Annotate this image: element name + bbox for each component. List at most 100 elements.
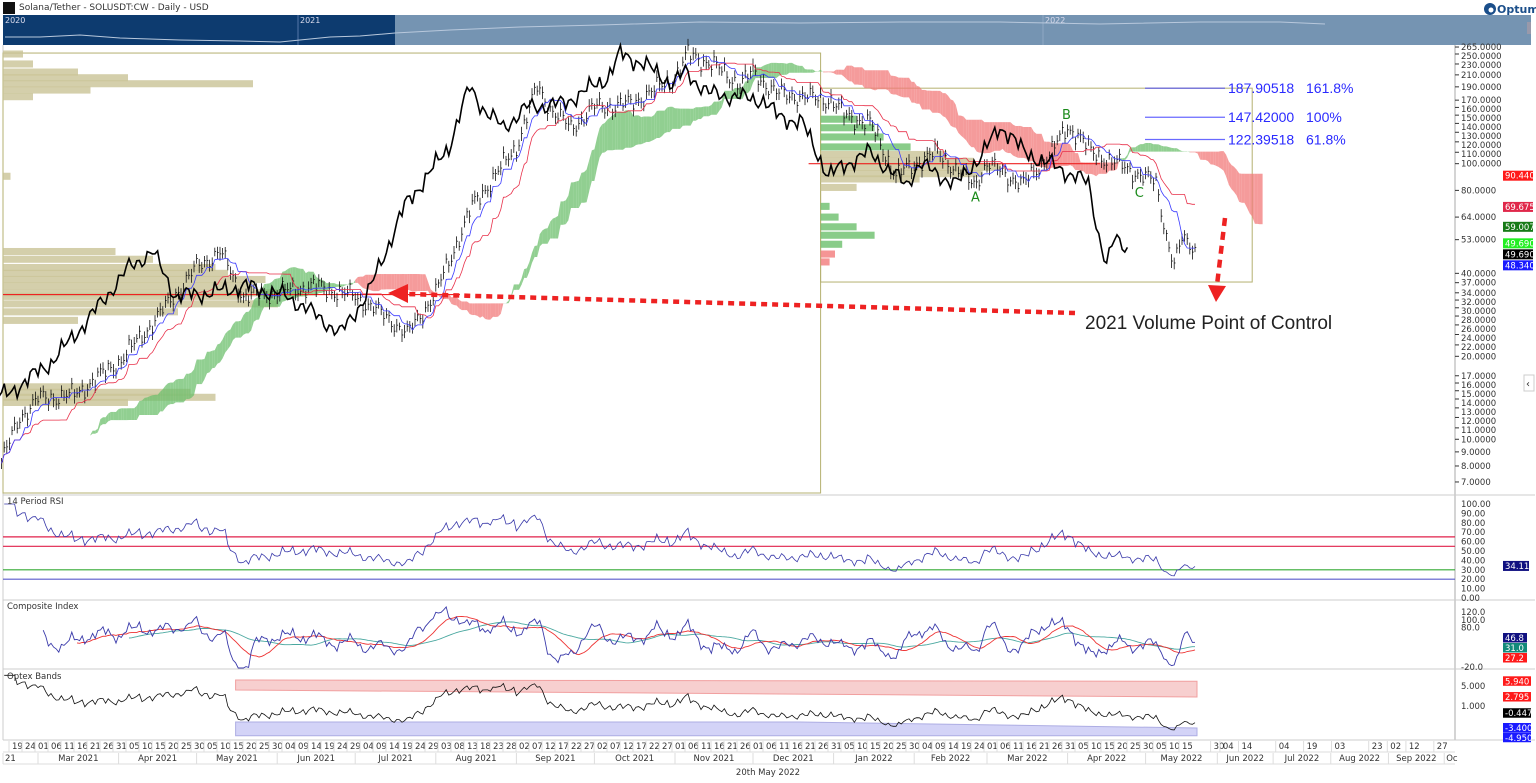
ichimoku-cloud-segment bbox=[649, 116, 652, 142]
date-tick-label: 27 bbox=[662, 742, 673, 752]
ichimoku-cloud-segment bbox=[550, 218, 553, 239]
ichimoku-cloud-segment bbox=[355, 276, 358, 283]
time-navigator[interactable]: 2020 2021 2022 bbox=[3, 15, 1531, 45]
price-panel[interactable]: 187.90518 161.8% 147.42000 100% 122.39518 61.… bbox=[0, 38, 1353, 494]
ichimoku-cloud-segment bbox=[911, 81, 915, 103]
date-tick-label: 04 bbox=[363, 742, 374, 752]
ichimoku-cloud-segment bbox=[344, 284, 348, 286]
date-tick-label: 21 bbox=[727, 742, 738, 752]
volume-profile-bar bbox=[3, 60, 33, 68]
ichimoku-cloud-segment bbox=[636, 115, 639, 145]
optex-bands-panel[interactable]: 5.000 1.000 5.940 2.795 -0.447 -3.400-4.950 bbox=[4, 674, 1532, 744]
ichimoku-cloud-segment bbox=[342, 284, 345, 287]
volume-profile-bar bbox=[3, 292, 241, 300]
rsi-axis-label: 30.00 bbox=[1461, 566, 1485, 576]
ichimoku-cloud-segment bbox=[701, 106, 704, 120]
date-tick-label: 31 bbox=[831, 742, 842, 752]
volume-profile-bar bbox=[820, 223, 857, 231]
navigator-visible-window[interactable] bbox=[395, 15, 1531, 45]
rsi-axis-label: 0.00 bbox=[1461, 594, 1480, 604]
ichimoku-cloud-segment bbox=[516, 284, 519, 290]
ichimoku-cloud-segment bbox=[139, 400, 142, 415]
ichimoku-cloud-segment bbox=[968, 119, 972, 148]
date-tick-label: 29 bbox=[428, 742, 439, 752]
date-tick-label: 30 bbox=[1143, 742, 1154, 752]
date-tick-label: 25 bbox=[1130, 742, 1141, 752]
composite-value-tag bbox=[1503, 633, 1527, 643]
ichimoku-cloud-segment bbox=[875, 70, 878, 91]
ichimoku-cloud-segment bbox=[394, 274, 397, 290]
composite-axis-label: 80.0 bbox=[1461, 624, 1480, 634]
ichimoku-cloud-segment bbox=[1075, 153, 1078, 171]
ichimoku-cloud-segment bbox=[175, 378, 179, 403]
date-tick-label: 09 bbox=[935, 742, 946, 752]
ichimoku-cloud-segment bbox=[708, 105, 712, 117]
date-tick-label: 01 bbox=[38, 742, 49, 752]
ichimoku-cloud-segment bbox=[932, 90, 935, 113]
collapse-panel-button[interactable]: ‹ bbox=[1523, 374, 1535, 392]
composite-value-label: 27.2 bbox=[1505, 654, 1524, 664]
price-axis-label: 80.0000 bbox=[1461, 186, 1496, 196]
ichimoku-cloud-segment bbox=[646, 116, 649, 142]
navigator-scroll-handle[interactable] bbox=[1527, 22, 1531, 34]
ichimoku-cloud-segment bbox=[1244, 173, 1247, 208]
optex-panel-title: Optex Bands bbox=[7, 672, 62, 682]
volume-profile-bar bbox=[3, 383, 91, 391]
optuma-logo: Optuma bbox=[1484, 3, 1536, 16]
ichimoku-cloud-segment bbox=[573, 181, 577, 209]
date-tick-label: 26 bbox=[740, 742, 751, 752]
ichimoku-cloud-segment bbox=[240, 315, 244, 338]
volume-profile-bar bbox=[3, 388, 191, 396]
ichimoku-cloud-segment bbox=[160, 389, 163, 412]
ichimoku-cloud-segment bbox=[1072, 150, 1076, 171]
ichimoku-cloud-segment bbox=[870, 70, 873, 90]
ichimoku-cloud-segment bbox=[524, 268, 527, 278]
ichimoku-cloud-segment bbox=[277, 277, 280, 307]
ichimoku-cloud-segment bbox=[976, 119, 980, 153]
price-tag bbox=[1503, 238, 1533, 249]
rsi-panel[interactable]: 100.0090.0080.0070.0060.0050.0040.0030.0… bbox=[3, 500, 1529, 604]
ichimoku-cloud-segment bbox=[313, 271, 317, 296]
ichimoku-cloud-segment bbox=[464, 301, 467, 311]
ichimoku-cloud-segment bbox=[1117, 158, 1120, 170]
month-label: Feb 2022 bbox=[931, 754, 970, 764]
date-axis[interactable]: 19 24 01 06 11 16 21 26 31 05 10 15 20 25 30 05 10 15 20 25… bbox=[2, 741, 1458, 764]
date-tick-label: 11 bbox=[1013, 742, 1024, 752]
ichimoku-cloud-segment bbox=[1140, 144, 1143, 152]
price-axis-label: 265.0000 bbox=[1461, 43, 1502, 53]
ichimoku-cloud-segment bbox=[1254, 173, 1258, 224]
optex-value-tag bbox=[1503, 692, 1531, 702]
date-tick-label: 14 bbox=[948, 742, 959, 752]
fib-percent-label: 100% bbox=[1306, 109, 1342, 125]
date-tick-label: 12 bbox=[545, 742, 556, 752]
month-label: Jul 2022 bbox=[1284, 754, 1320, 764]
navigator-price-line bbox=[5, 21, 1326, 43]
collapse-button-frame[interactable] bbox=[1523, 374, 1535, 392]
ichimoku-cloud-segment bbox=[823, 71, 826, 73]
ichimoku-cloud-segment bbox=[1200, 151, 1203, 160]
ichimoku-cloud-segment bbox=[633, 115, 636, 147]
optex-value-tag bbox=[1503, 723, 1531, 733]
ichimoku-cloud-segment bbox=[1176, 148, 1180, 152]
ichimoku-cloud-segment bbox=[196, 359, 200, 385]
ichimoku-cloud-segment bbox=[836, 69, 839, 75]
ichimoku-cloud-segment bbox=[168, 382, 171, 405]
composite-axis-label: 100.0 bbox=[1461, 616, 1485, 626]
ichimoku-cloud-segment bbox=[667, 106, 670, 133]
volume-profile-bar bbox=[3, 86, 91, 94]
date-tick-label: 17 bbox=[636, 742, 647, 752]
ichimoku-cloud-segment bbox=[454, 297, 457, 306]
app-logo-icon[interactable] bbox=[3, 2, 15, 14]
date-tick-label: 11 bbox=[64, 742, 75, 752]
ichimoku-cloud-segment bbox=[199, 359, 202, 385]
ichimoku-cloud-segment bbox=[555, 215, 558, 239]
optex-upper-band bbox=[235, 679, 1198, 698]
ichimoku-cloud-segment bbox=[1153, 144, 1156, 152]
ichimoku-cloud-segment bbox=[955, 104, 959, 133]
volume-profile-bar bbox=[3, 269, 228, 277]
date-tick-label: 21 bbox=[90, 742, 101, 752]
ichimoku-cloud-segment bbox=[872, 70, 876, 91]
